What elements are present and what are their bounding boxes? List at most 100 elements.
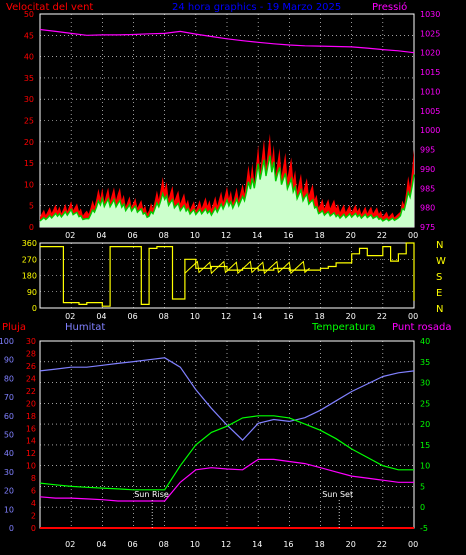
pressure-y-tick: 975 bbox=[420, 223, 435, 232]
wind-y-tick: 40 bbox=[24, 53, 34, 62]
pressure-y-tick: 980 bbox=[420, 204, 435, 213]
pressure-line bbox=[39, 28, 415, 54]
dir-x-tick: 00 bbox=[408, 312, 418, 321]
dir-x-tick: 20 bbox=[346, 312, 356, 321]
rain-y-tick: 2 bbox=[31, 512, 36, 521]
humidity-y-tick: 70 bbox=[4, 393, 14, 402]
rain-axis-title: Pluja bbox=[2, 322, 26, 333]
pressure-y-tick: 1030 bbox=[420, 10, 440, 19]
dir-x-tick: 22 bbox=[377, 312, 387, 321]
wind-y-tick: 20 bbox=[24, 138, 34, 147]
dir-x-tick: 06 bbox=[128, 312, 138, 321]
humidity-line bbox=[39, 357, 415, 441]
dir-x-tick: 16 bbox=[283, 312, 293, 321]
dir-x-tick: 12 bbox=[221, 312, 231, 321]
wind-pressure-chart: 0510152025303540455097598098599099510001… bbox=[6, 1, 440, 240]
pressure-y-tick: 1025 bbox=[420, 29, 440, 38]
wind-x-tick: 04 bbox=[96, 231, 106, 240]
wind-y-tick: 5 bbox=[29, 202, 34, 211]
wind-average-line bbox=[39, 155, 415, 222]
wind-x-tick: 12 bbox=[221, 231, 231, 240]
rain-y-tick: 18 bbox=[26, 412, 36, 421]
humidity-y-tick: 60 bbox=[4, 412, 14, 421]
dir-y-tick: 360 bbox=[22, 239, 37, 248]
temp-x-tick: 08 bbox=[159, 540, 169, 549]
temp-y-tick: -5 bbox=[420, 524, 428, 533]
temp-humidity-chart: 0102030405060708090100024681012141618202… bbox=[0, 322, 451, 549]
wind-x-tick: 14 bbox=[252, 231, 262, 240]
temp-x-tick: 06 bbox=[128, 540, 138, 549]
dir-x-tick: 08 bbox=[159, 312, 169, 321]
temp-y-tick: 40 bbox=[420, 337, 430, 346]
dir-compass-label: N bbox=[436, 304, 443, 315]
dir-x-tick: 14 bbox=[252, 312, 262, 321]
temp-x-tick: 02 bbox=[65, 540, 75, 549]
rain-y-tick: 16 bbox=[26, 424, 36, 433]
wind-y-tick: 10 bbox=[24, 180, 34, 189]
wind-y-tick: 30 bbox=[24, 95, 34, 104]
dir-x-tick: 04 bbox=[96, 312, 106, 321]
rain-y-tick: 28 bbox=[26, 349, 36, 358]
humidity-y-tick: 90 bbox=[4, 356, 14, 365]
rain-y-tick: 30 bbox=[26, 337, 36, 346]
humidity-y-tick: 20 bbox=[4, 487, 14, 496]
humidity-y-tick: 80 bbox=[4, 374, 14, 383]
wind-x-tick: 00 bbox=[408, 231, 418, 240]
humidity-y-tick: 40 bbox=[4, 449, 14, 458]
dir-y-tick: 90 bbox=[27, 288, 37, 297]
temperature-axis-title: Temperatura bbox=[311, 322, 376, 333]
dir-x-tick: 02 bbox=[65, 312, 75, 321]
humidity-y-tick: 10 bbox=[4, 505, 14, 514]
rain-y-tick: 26 bbox=[26, 362, 36, 371]
temp-x-tick: 10 bbox=[190, 540, 200, 549]
pressure-y-tick: 1020 bbox=[420, 49, 440, 58]
dir-y-tick: 180 bbox=[22, 272, 37, 281]
pressure-y-tick: 1000 bbox=[420, 126, 440, 135]
dir-x-tick: 10 bbox=[190, 312, 200, 321]
dewpoint-axis-title: Punt rosada bbox=[392, 322, 451, 333]
rain-y-tick: 24 bbox=[26, 374, 36, 383]
dir-compass-label: W bbox=[436, 256, 446, 267]
wind-axis-title: Velocitat del vent bbox=[6, 2, 93, 13]
wind-gust-area bbox=[40, 133, 414, 227]
pressure-y-tick: 985 bbox=[420, 184, 435, 193]
wind-x-tick: 22 bbox=[377, 231, 387, 240]
pressure-y-tick: 995 bbox=[420, 146, 435, 155]
temp-x-tick: 20 bbox=[346, 540, 356, 549]
temp-y-tick: 10 bbox=[420, 462, 430, 471]
temp-y-tick: 25 bbox=[420, 399, 430, 408]
temp-y-tick: 35 bbox=[420, 358, 430, 367]
rain-y-tick: 14 bbox=[26, 437, 36, 446]
sunset-label: Sun Set bbox=[322, 490, 353, 499]
rain-y-tick: 20 bbox=[26, 399, 36, 408]
wind-x-tick: 08 bbox=[159, 231, 169, 240]
dir-x-tick: 18 bbox=[315, 312, 325, 321]
temp-x-tick: 18 bbox=[315, 540, 325, 549]
chart-title: 24 hora graphics - 19 Marzo 2025 bbox=[172, 2, 341, 13]
wind-y-tick: 0 bbox=[29, 223, 34, 232]
wind-x-tick: 18 bbox=[315, 231, 325, 240]
rain-y-tick: 10 bbox=[26, 462, 36, 471]
temp-x-tick: 22 bbox=[377, 540, 387, 549]
temp-y-tick: 0 bbox=[420, 503, 425, 512]
temp-y-tick: 15 bbox=[420, 441, 430, 450]
pressure-y-tick: 1015 bbox=[420, 68, 440, 77]
wind-x-tick: 06 bbox=[128, 231, 138, 240]
dir-compass-label: N bbox=[436, 240, 443, 251]
temp-x-tick: 04 bbox=[96, 540, 106, 549]
wind-y-tick: 45 bbox=[24, 31, 34, 40]
temp-x-tick: 00 bbox=[408, 540, 418, 549]
pressure-y-tick: 990 bbox=[420, 165, 435, 174]
wind-y-tick: 50 bbox=[24, 10, 34, 19]
rain-y-tick: 0 bbox=[31, 524, 36, 533]
sunrise-label: Sun Rise bbox=[134, 490, 169, 499]
wind-direction-variation bbox=[184, 260, 310, 275]
dir-y-tick: 270 bbox=[22, 255, 37, 264]
humidity-y-tick: 100 bbox=[0, 337, 14, 346]
temp-x-tick: 14 bbox=[252, 540, 262, 549]
dir-compass-label: E bbox=[436, 288, 442, 299]
humidity-y-tick: 50 bbox=[4, 431, 14, 440]
temp-x-tick: 12 bbox=[221, 540, 231, 549]
humidity-y-tick: 30 bbox=[4, 468, 14, 477]
